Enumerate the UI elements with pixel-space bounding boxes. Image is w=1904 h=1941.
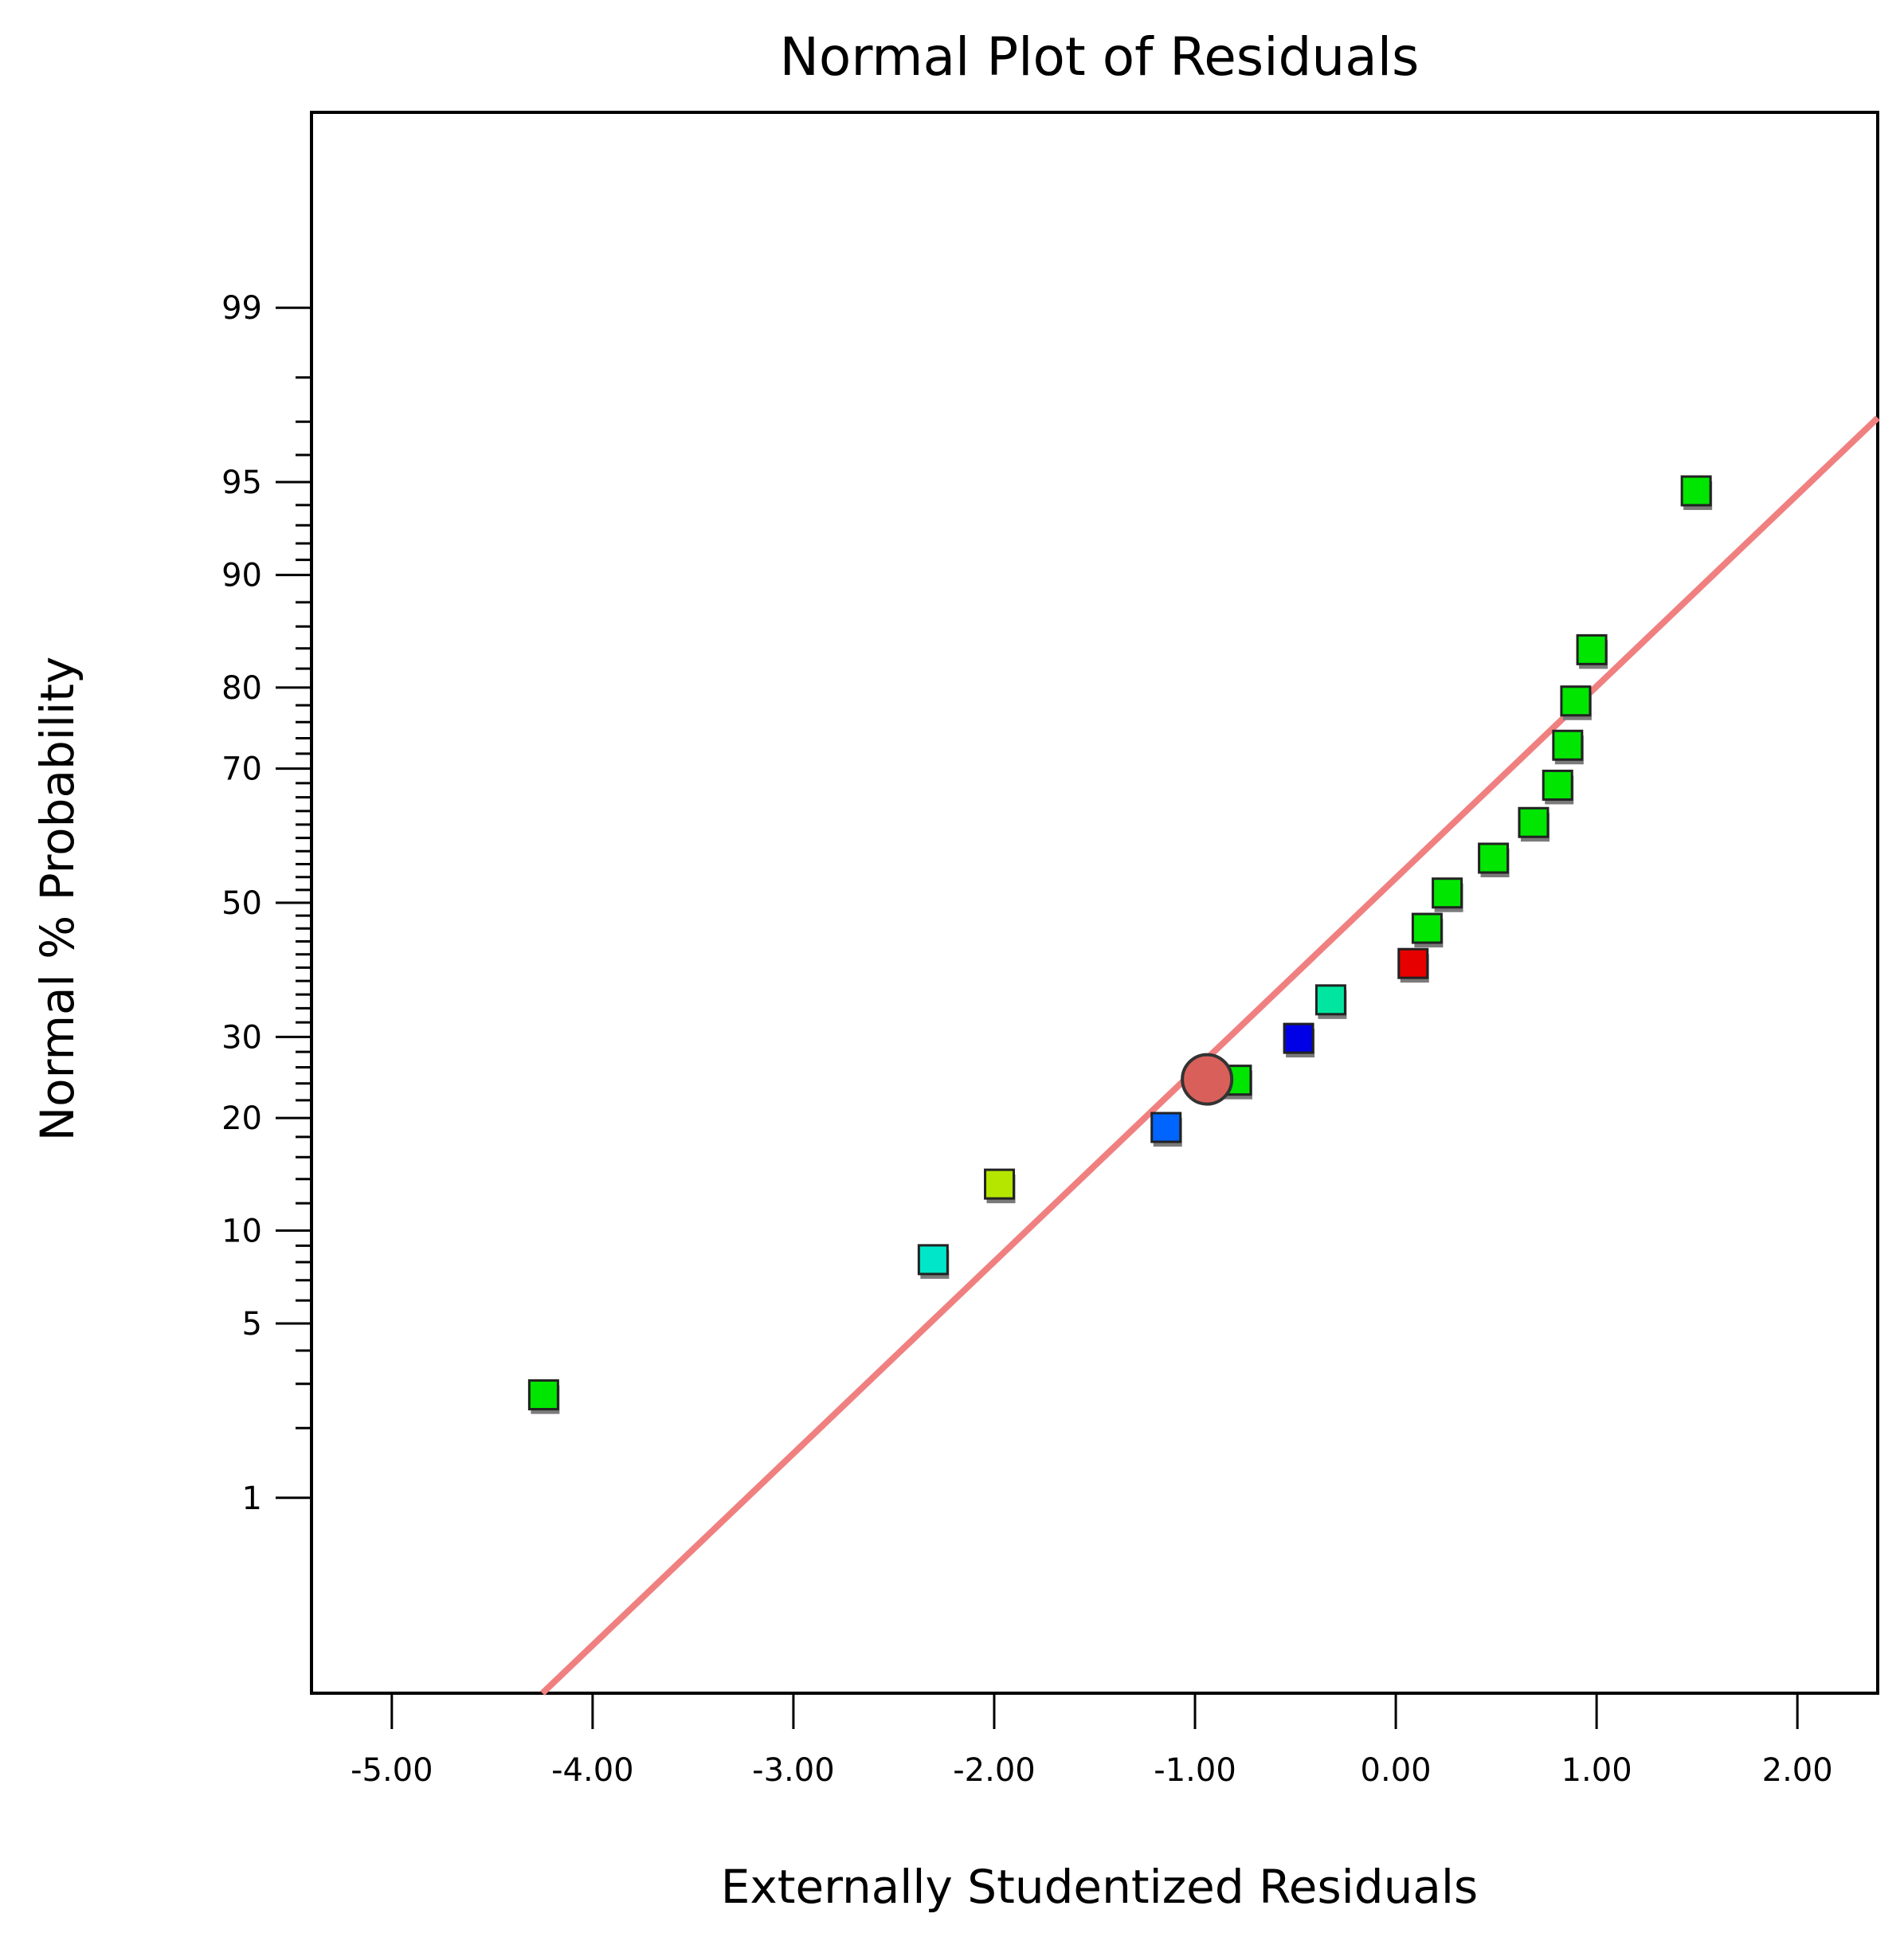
x-axis: -5.00 -4.00 -3.00 -2.00 -1.00 0.00 1.00 2.00 bbox=[351, 1693, 1833, 1789]
x-tick-label: 0.00 bbox=[1361, 1752, 1432, 1789]
chart-title: Normal Plot of Residuals bbox=[780, 26, 1420, 88]
data-point bbox=[1478, 842, 1510, 878]
point-marker bbox=[1478, 842, 1510, 874]
y-tick-label: 5 bbox=[242, 1306, 262, 1343]
y-axis: 1 5 10 20 30 50 70 80 90 95 99 bbox=[221, 290, 311, 1517]
data-point bbox=[1552, 729, 1584, 765]
plot-area-frame bbox=[310, 111, 1879, 1695]
point-marker bbox=[984, 1168, 1016, 1200]
point-marker bbox=[1542, 769, 1573, 801]
x-tick-label: -4.00 bbox=[551, 1752, 634, 1789]
data-point bbox=[1432, 877, 1463, 912]
y-tick-label: 30 bbox=[221, 1019, 262, 1056]
point-marker bbox=[1432, 877, 1463, 909]
point-marker bbox=[917, 1244, 949, 1276]
x-tick-label: -1.00 bbox=[1154, 1752, 1236, 1789]
data-point bbox=[1680, 475, 1713, 511]
data-point bbox=[1411, 912, 1444, 948]
y-tick-label: 70 bbox=[221, 751, 262, 788]
y-tick-label: 90 bbox=[221, 558, 262, 594]
data-point bbox=[1560, 685, 1592, 720]
y-tick-label: 80 bbox=[221, 670, 262, 707]
y-tick-label: 99 bbox=[221, 290, 262, 327]
y-tick-label: 20 bbox=[221, 1100, 262, 1137]
y-tick-label: 10 bbox=[221, 1213, 262, 1249]
point-marker bbox=[1680, 475, 1712, 507]
point-marker bbox=[1411, 912, 1443, 944]
point-marker bbox=[1314, 984, 1346, 1016]
y-tick-label: 50 bbox=[221, 885, 262, 922]
data-points bbox=[527, 475, 1713, 1414]
x-tick-label: -5.00 bbox=[351, 1752, 433, 1789]
x-tick-label: 1.00 bbox=[1561, 1752, 1632, 1789]
data-point bbox=[917, 1244, 950, 1279]
x-tick-label: 2.00 bbox=[1762, 1752, 1833, 1789]
point-marker bbox=[1283, 1022, 1314, 1054]
data-point bbox=[527, 1379, 560, 1414]
point-marker bbox=[1518, 806, 1549, 838]
highlighted-point bbox=[1181, 1053, 1234, 1106]
data-point bbox=[1518, 806, 1549, 842]
point-marker bbox=[1150, 1112, 1182, 1143]
data-point bbox=[984, 1168, 1016, 1204]
data-point bbox=[1542, 769, 1574, 805]
point-marker bbox=[1560, 685, 1592, 717]
data-point bbox=[1150, 1112, 1182, 1147]
x-axis-label: Externally Studentized Residuals bbox=[721, 1860, 1479, 1914]
data-point bbox=[1397, 947, 1429, 983]
x-tick-label: -2.00 bbox=[953, 1752, 1036, 1789]
data-point bbox=[1283, 1022, 1315, 1058]
x-tick-label: -3.00 bbox=[752, 1752, 835, 1789]
y-axis-label: Normal % Probability bbox=[30, 657, 84, 1141]
point-marker bbox=[527, 1379, 559, 1411]
y-tick-label: 1 bbox=[242, 1480, 262, 1517]
data-point bbox=[1314, 984, 1347, 1019]
point-marker bbox=[1576, 633, 1608, 665]
point-marker bbox=[1397, 947, 1429, 979]
data-point bbox=[1576, 633, 1608, 669]
point-marker bbox=[1552, 729, 1584, 761]
y-tick-label: 95 bbox=[221, 465, 262, 501]
